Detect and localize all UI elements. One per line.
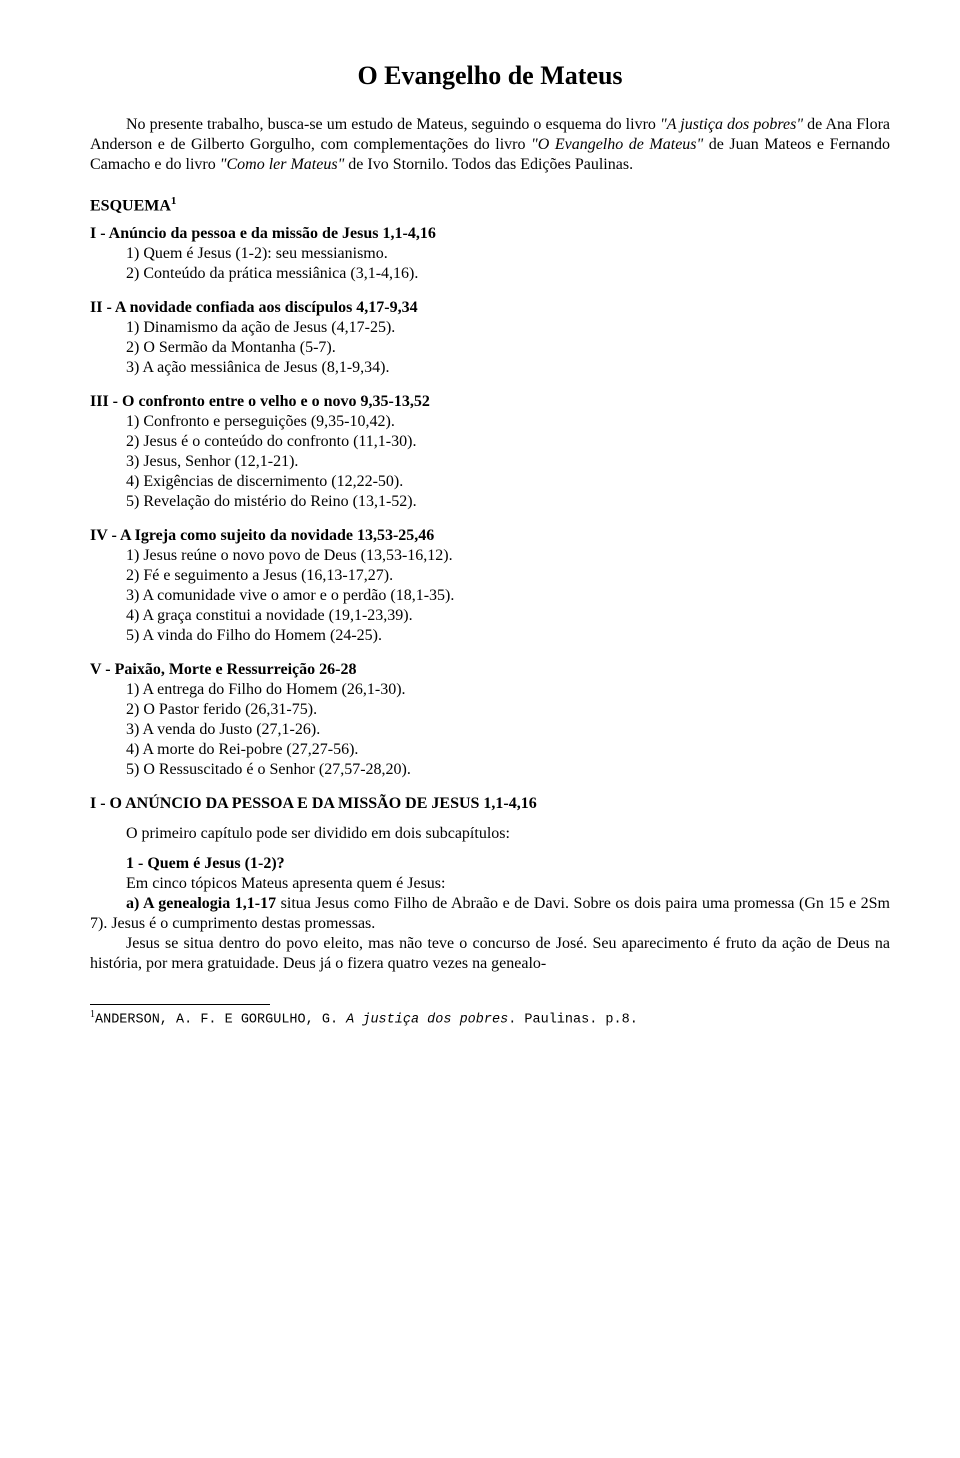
section-iv-item: 3) A comunidade vive o amor e o perdão (… — [126, 586, 890, 606]
section-v-item: 2) O Pastor ferido (26,31-75). — [126, 700, 890, 720]
footnote: 1ANDERSON, A. F. E GORGULHO, G. A justiç… — [90, 1009, 890, 1029]
section-ii-head: II - A novidade confiada aos discípulos … — [90, 298, 890, 318]
footnote-pre: ANDERSON, A. F. E GORGULHO, G. — [95, 1012, 346, 1027]
section-i-head: I - Anúncio da pessoa e da missão de Jes… — [90, 224, 890, 244]
section-ii-item: 3) A ação messiânica de Jesus (8,1-9,34)… — [126, 358, 890, 378]
q-b-para: Jesus se situa dentro do povo eleito, ma… — [90, 934, 890, 974]
section-v-item: 5) O Ressuscitado é o Senhor (27,57-28,2… — [126, 760, 890, 780]
section-iv-item: 5) A vinda do Filho do Homem (24-25). — [126, 626, 890, 646]
section-iii-item: 2) Jesus é o conteúdo do confronto (11,1… — [126, 432, 890, 452]
footnote-italic: A justiça dos pobres — [346, 1012, 508, 1027]
section-iii-item: 1) Confronto e perseguições (9,35-10,42)… — [126, 412, 890, 432]
footnote-separator — [90, 1004, 270, 1005]
section-v-item: 4) A morte do Rei-pobre (27,27-56). — [126, 740, 890, 760]
section-v-item: 3) A venda do Justo (27,1-26). — [126, 720, 890, 740]
section-iv-item: 1) Jesus reúne o novo povo de Deus (13,5… — [126, 546, 890, 566]
q-head: 1 - Quem é Jesus (1-2)? — [126, 854, 890, 874]
section-ii-item: 1) Dinamismo da ação de Jesus (4,17-25). — [126, 318, 890, 338]
intro-text-0: No presente trabalho, busca-se um estudo… — [126, 116, 660, 133]
esquema-sup: 1 — [171, 195, 177, 207]
footnote-post: . Paulinas. p.8. — [508, 1012, 638, 1027]
section-iii-head: III - O confronto entre o velho e o novo… — [90, 392, 890, 412]
section-i-item: 2) Conteúdo da prática messiânica (3,1-4… — [126, 264, 890, 284]
esquema-block: ESQUEMA1 I - Anúncio da pessoa e da miss… — [90, 195, 890, 284]
q-line: Em cinco tópicos Mateus apresenta quem é… — [126, 874, 890, 894]
section-iv-head: IV - A Igreja como sujeito da novidade 1… — [90, 526, 890, 546]
page-title: O Evangelho de Mateus — [90, 60, 890, 93]
q-block: 1 - Quem é Jesus (1-2)? Em cinco tópicos… — [90, 854, 890, 974]
section-iii-item: 5) Revelação do mistério do Reino (13,1-… — [126, 492, 890, 512]
q-a-bold: a) A genealogia 1,1-17 — [126, 895, 276, 912]
section-iii-item: 3) Jesus, Senhor (12,1-21). — [126, 452, 890, 472]
intro-italic-3: "O Evangelho de Mateus" — [531, 136, 703, 153]
section-ii-block: II - A novidade confiada aos discípulos … — [90, 298, 890, 378]
esquema-label: ESQUEMA1 — [90, 195, 890, 216]
intro-text-6: de Ivo Stornilo. Todos das Edições Pauli… — [344, 156, 633, 173]
section-ii-item: 2) O Sermão da Montanha (5-7). — [126, 338, 890, 358]
section-v-block: V - Paixão, Morte e Ressurreição 26-28 1… — [90, 660, 890, 780]
section-v-item: 1) A entrega do Filho do Homem (26,1-30)… — [126, 680, 890, 700]
esquema-text: ESQUEMA — [90, 197, 171, 214]
para-subcapitulos: O primeiro capítulo pode ser dividido em… — [90, 824, 890, 844]
intro-italic-1: "A justiça dos pobres" — [660, 116, 803, 133]
q-a-para: a) A genealogia 1,1-17 situa Jesus como … — [90, 894, 890, 934]
section-i-item: 1) Quem é Jesus (1-2): seu messianismo. — [126, 244, 890, 264]
section-v-head: V - Paixão, Morte e Ressurreição 26-28 — [90, 660, 890, 680]
heading-i-anuncio: I - O ANÚNCIO DA PESSOA E DA MISSÃO DE J… — [90, 794, 890, 814]
section-iv-item: 4) A graça constitui a novidade (19,1-23… — [126, 606, 890, 626]
section-iii-item: 4) Exigências de discernimento (12,22-50… — [126, 472, 890, 492]
section-iv-item: 2) Fé e seguimento a Jesus (16,13-17,27)… — [126, 566, 890, 586]
intro-italic-5: "Como ler Mateus" — [220, 156, 345, 173]
intro-paragraph: No presente trabalho, busca-se um estudo… — [90, 115, 890, 175]
section-iv-block: IV - A Igreja como sujeito da novidade 1… — [90, 526, 890, 646]
section-iii-block: III - O confronto entre o velho e o novo… — [90, 392, 890, 512]
